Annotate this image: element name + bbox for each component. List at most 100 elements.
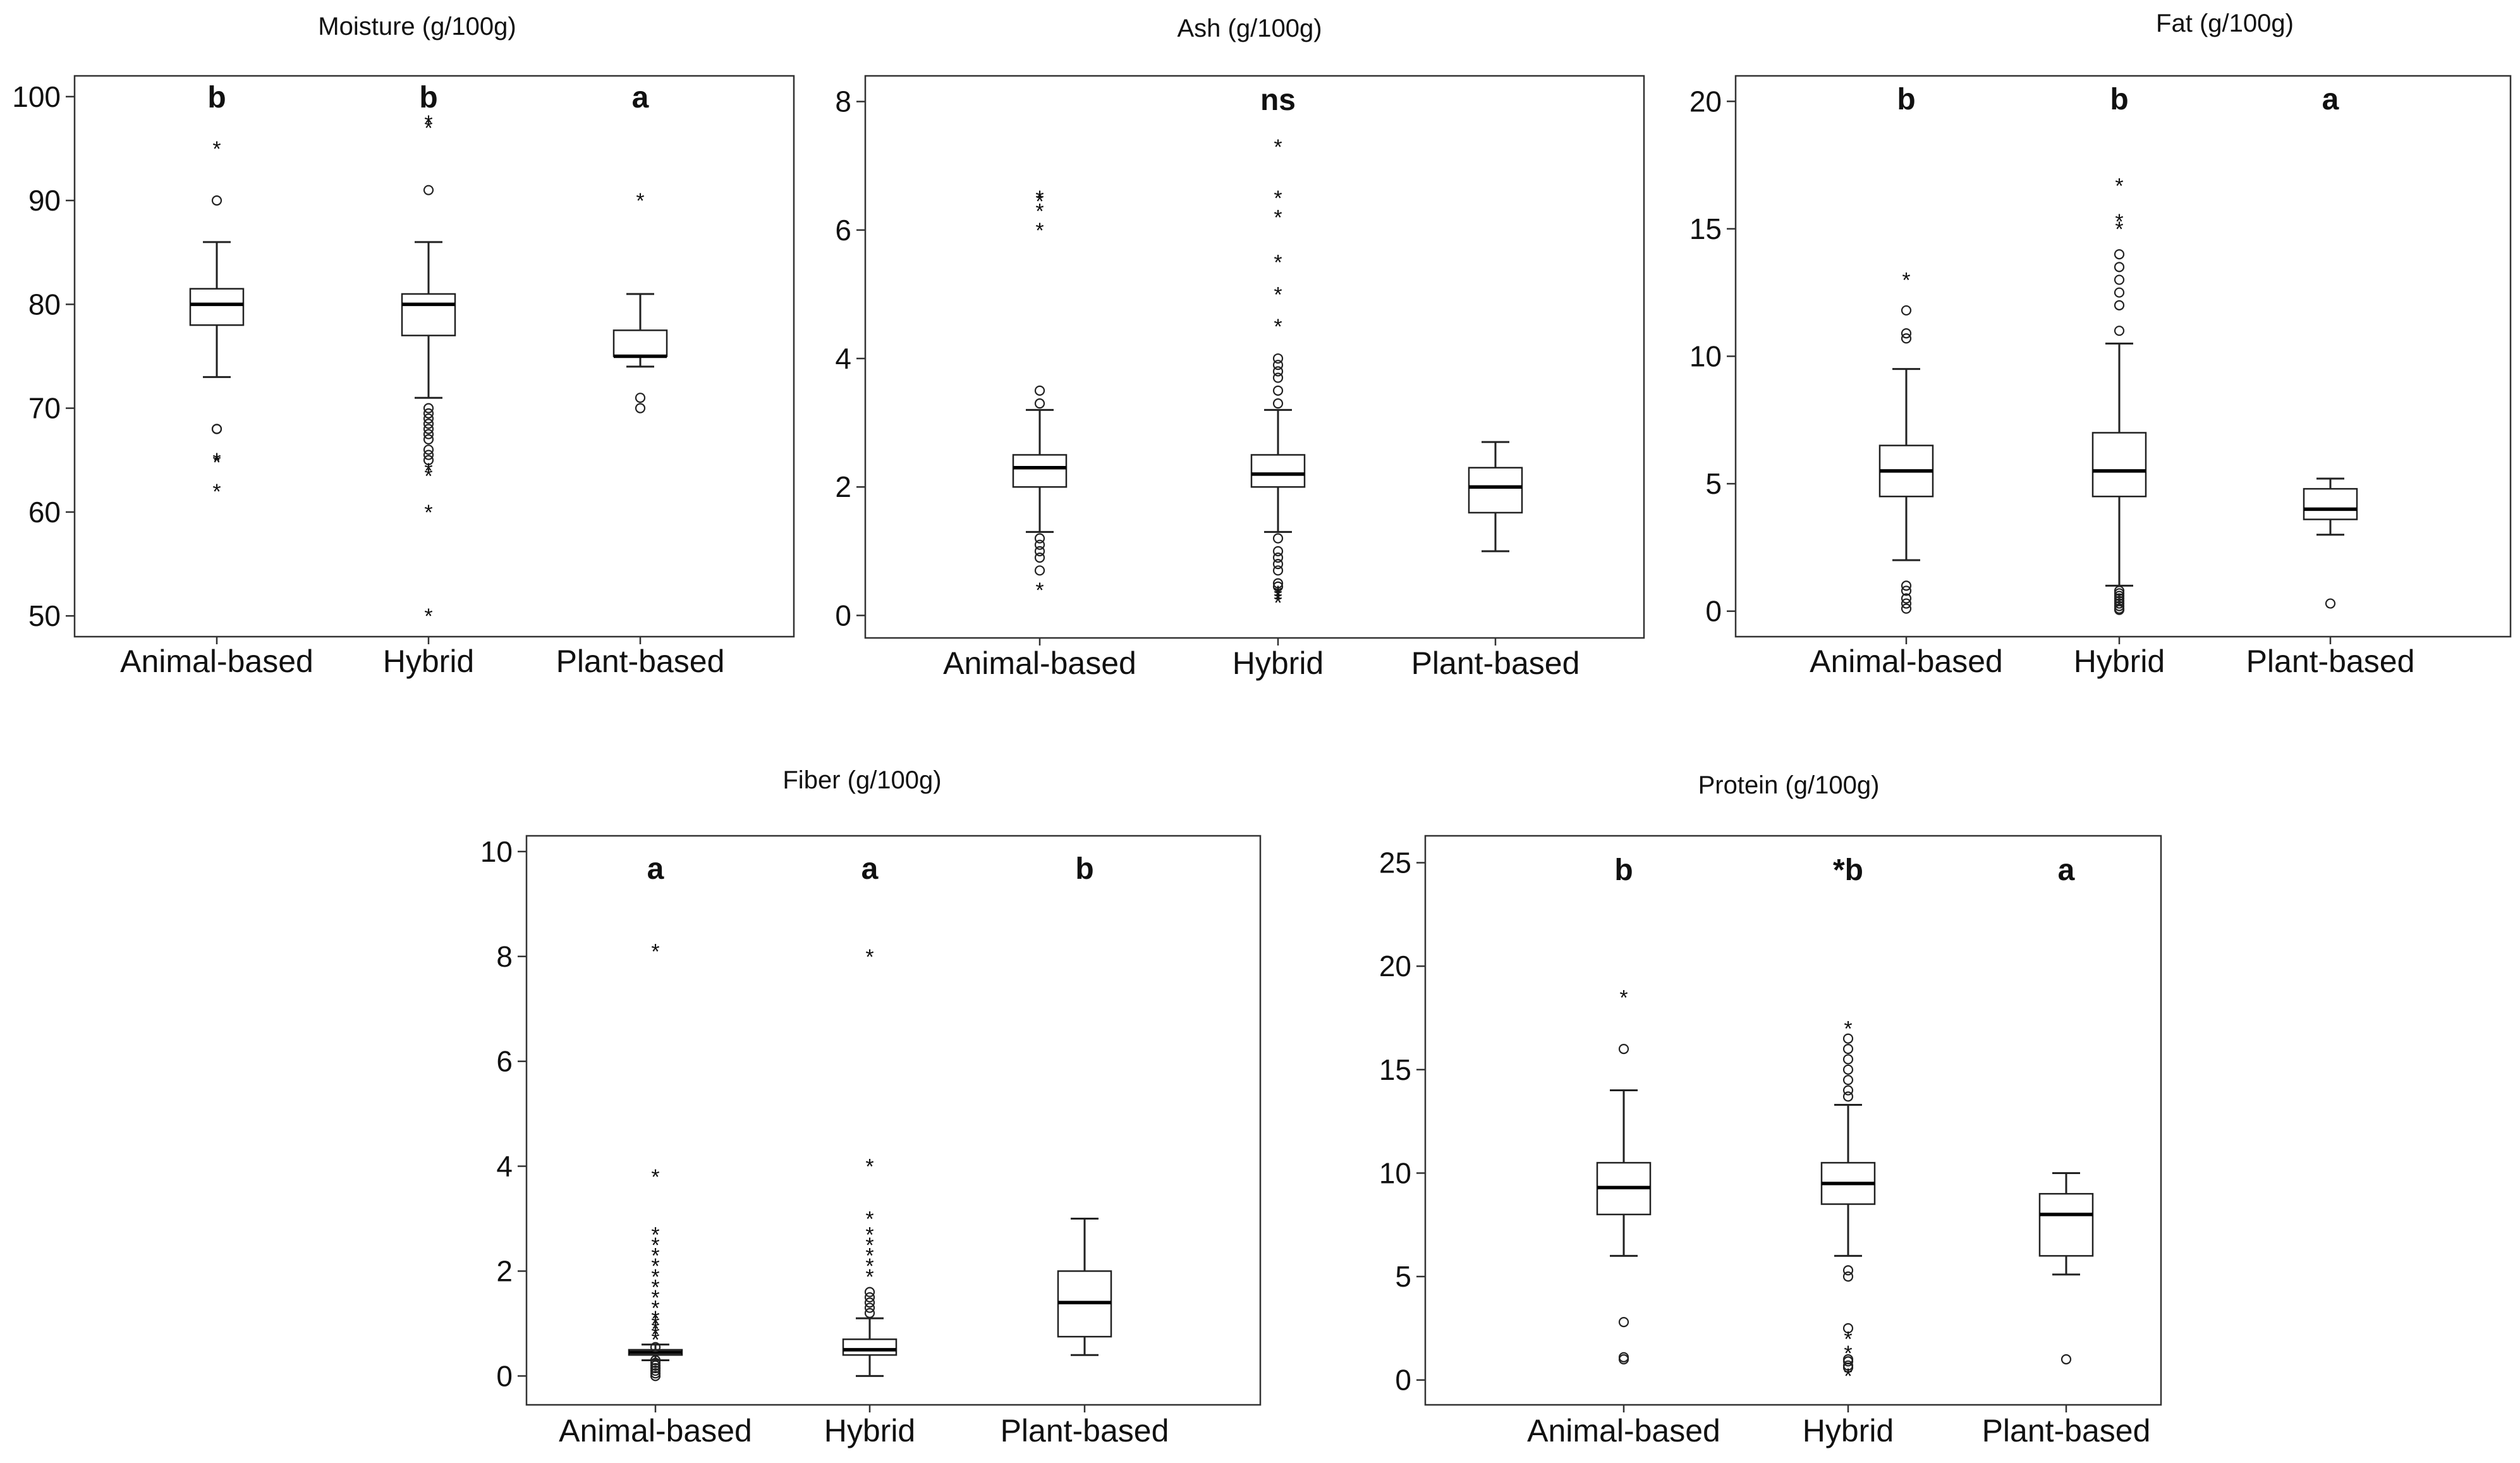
y-tick-label: 25 [1379,847,1411,879]
y-tick-label: 4 [496,1150,513,1183]
significance-letter: ns [1260,83,1296,117]
outlier-point [1901,585,1912,596]
outlier-point [635,403,646,413]
extreme-outlier-point: * [1844,1342,1852,1366]
significance-letter: a [632,81,649,114]
chart-title: Fat (g/100g) [2156,9,2294,37]
extreme-outlier-point: * [1035,199,1044,223]
outlier-point [1272,360,1284,370]
y-tick-label: 5 [1705,467,1722,500]
extreme-outlier-point: * [212,451,221,475]
outlier-point [1901,593,1912,604]
extreme-outlier-point: * [424,604,432,628]
x-tick-label: Hybrid [1803,1413,1894,1448]
outlier-point [864,1307,875,1318]
y-tick-label: 2 [835,470,851,503]
extreme-outlier-point: * [212,137,221,161]
extreme-outlier-point: * [651,1312,659,1336]
x-tick-label: Hybrid [1233,646,1324,681]
plot-frame [73,75,795,638]
outlier-point [650,1355,661,1366]
outlier-point [1618,1043,1629,1055]
extreme-outlier-point: * [865,1254,873,1278]
box-iqr [401,293,456,336]
significance-letter: a [2058,854,2075,887]
extreme-outlier-point: * [2115,174,2123,198]
outlier-point [650,1357,661,1368]
significance-letter: b [1614,854,1633,887]
plot-frame [1424,835,2162,1406]
extreme-outlier-point: * [424,116,432,140]
outlier-point [1272,581,1284,592]
chart-panel-4: Fiber (g/100g) 0 2 4 6 8 10 Animal-based Hybrid P… [480,766,1262,1448]
outlier-point [211,195,222,206]
extreme-outlier-point: * [1844,1327,1852,1351]
y-tick-label: 100 [12,80,61,113]
extreme-outlier-point: * [865,1223,873,1247]
plot-frame [1734,75,2512,638]
extreme-outlier-point: * [865,945,873,969]
outlier-point [1034,539,1045,550]
outlier-point [1901,305,1912,316]
outlier-point [1034,565,1045,576]
y-tick-label: 90 [28,184,61,217]
y-tick-label: 5 [1395,1260,1411,1293]
outlier-point [1272,372,1284,383]
outlier-point [423,413,434,424]
outlier-point [1842,1085,1854,1096]
chart-title: Fiber (g/100g) [782,766,941,794]
outlier-point [1618,1354,1629,1365]
x-tick-label: Plant-based [2246,644,2415,679]
extreme-outlier-point: * [1902,269,1910,293]
outlier-point [1842,1265,1854,1276]
outlier-point [650,1362,661,1374]
y-tick-label: 8 [496,940,513,973]
outlier-point [1842,1064,1854,1075]
extreme-outlier-point: * [1274,187,1282,211]
y-tick-label: 0 [835,599,851,632]
outlier-point [2114,604,2125,615]
outlier-point [650,1342,661,1352]
outlier-point [864,1302,875,1313]
extreme-outlier-point: * [651,1318,659,1342]
extreme-outlier-point: * [424,501,432,525]
outlier-point [650,1365,661,1376]
y-tick-label: 20 [1379,950,1411,982]
chart-title: Moisture (g/100g) [318,13,516,40]
extreme-outlier-point: * [1844,1017,1852,1041]
y-tick-label: 6 [835,214,851,247]
extreme-outlier-point: * [651,1297,659,1321]
box-iqr [189,288,245,326]
y-tick-label: 4 [835,342,851,375]
extreme-outlier-point: * [424,459,432,483]
outlier-point [423,434,434,445]
significance-letter: *b [1833,854,1863,887]
outlier-point [1901,328,1912,339]
outlier-point [423,403,434,413]
outlier-point [423,408,434,419]
outlier-point [1618,1352,1629,1362]
outlier-point [1272,546,1284,556]
extreme-outlier-point: * [651,1286,659,1310]
outlier-point [1034,385,1045,396]
chart-panel-1: Moisture (g/100g) 50 60 70 80 90 100 Animal-bas… [12,13,795,679]
outlier-point [1842,1271,1854,1282]
y-tick-label: 50 [28,599,61,632]
chart-title: Protein (g/100g) [1698,771,1880,799]
outlier-point [1901,603,1912,614]
significance-letter: a [647,852,664,886]
outlier-point [2114,287,2125,298]
extreme-outlier-point: * [651,1165,659,1189]
x-tick-label: Plant-based [556,644,725,679]
outlier-point [1272,552,1284,563]
extreme-outlier-point: * [651,1223,659,1247]
outlier-point [423,185,434,195]
extreme-outlier-point: * [424,111,432,135]
extreme-outlier-point: * [651,940,659,964]
extreme-outlier-point: * [1274,251,1282,275]
outlier-point [1272,559,1284,570]
extreme-outlier-point: * [2115,210,2123,234]
x-tick-label: Plant-based [1982,1413,2151,1448]
outlier-point [1842,1033,1854,1044]
y-tick-label: 15 [1689,212,1722,245]
